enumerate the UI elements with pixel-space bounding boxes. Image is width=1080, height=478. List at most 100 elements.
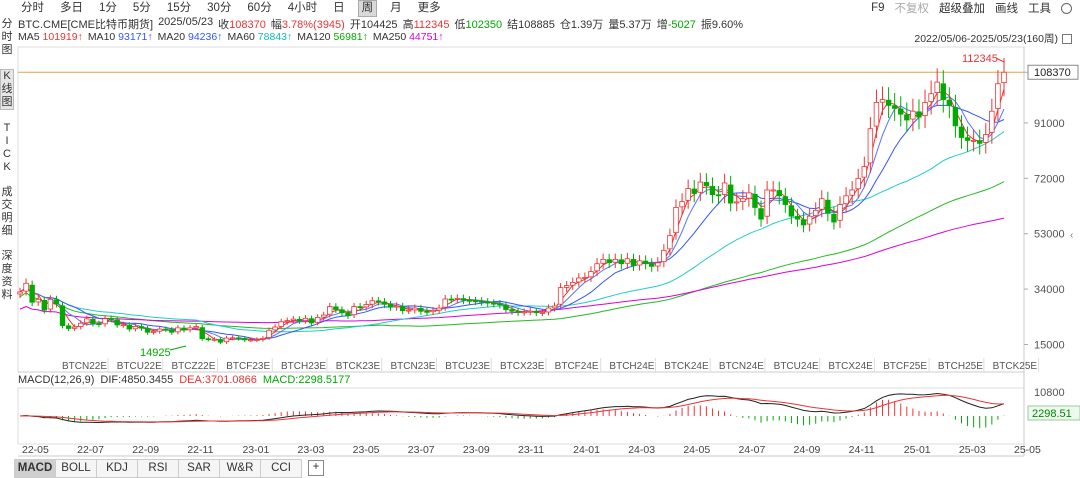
amp-label: 振	[700, 19, 712, 31]
period-tab-4[interactable]: 15分	[166, 1, 192, 14]
candle-body	[223, 337, 230, 343]
period-tab-7[interactable]: 4小时	[287, 1, 318, 14]
period-tab-0[interactable]: 分时	[21, 1, 44, 14]
contract-label: BTCF23E	[226, 361, 270, 372]
candle-body	[600, 258, 606, 264]
candle-body	[418, 307, 424, 312]
change-group: 幅3.78%(3945)	[271, 16, 345, 31]
indicator-tab-wr[interactable]: W&R	[220, 459, 261, 478]
period-tab-2[interactable]: 1分	[99, 1, 117, 14]
sidebar-item-4[interactable]: 深度资料	[1, 250, 13, 301]
candle-body	[770, 189, 776, 192]
no-restore-button[interactable]: 不复权	[894, 3, 930, 15]
candle-body	[667, 235, 673, 250]
candle-body	[806, 215, 813, 225]
candle-body	[193, 326, 199, 329]
contract-label: BTCH23E	[281, 361, 326, 372]
indicator-tab-sar[interactable]: SAR	[179, 459, 220, 478]
indicator-tab-cci[interactable]: CCI	[261, 459, 302, 478]
contract-label: BTCH25E	[938, 361, 983, 372]
candle-body	[928, 93, 934, 103]
candle-body	[800, 219, 807, 226]
open-group: 开104425	[350, 16, 398, 31]
macd-axis-label: 10800	[1034, 387, 1065, 399]
candle-body	[248, 339, 254, 342]
low-label: 低	[454, 19, 466, 31]
candle-body	[108, 318, 114, 321]
candle-body	[588, 271, 594, 278]
max-price-label: 112345	[962, 53, 998, 65]
date-label: 24-05	[683, 444, 710, 456]
period-tab-9[interactable]: 周	[357, 0, 378, 17]
sidebar-item-3[interactable]: 成交明细	[1, 186, 13, 237]
candle-body	[132, 326, 139, 330]
vol-label: 量	[608, 19, 620, 31]
candle-body	[163, 328, 169, 331]
min-price-pointer	[169, 345, 187, 351]
vol-value: 5.37万	[619, 19, 652, 31]
indicator-tab-rsi[interactable]: RSI	[138, 459, 179, 478]
ma-value: 94236↑	[187, 31, 223, 43]
contract-label: BTCK23E	[336, 361, 381, 372]
candle-body	[138, 326, 145, 329]
candle-body	[406, 309, 412, 312]
settings-gear-icon[interactable]	[1061, 2, 1072, 14]
open-value: 104425	[360, 19, 398, 31]
candle-body	[782, 196, 789, 205]
tools-button[interactable]: 工具	[1028, 3, 1051, 15]
high-label: 高	[402, 19, 414, 31]
sidebar-item-0[interactable]: 分时图	[1, 18, 13, 56]
candle-body	[545, 307, 552, 313]
date-label: 23-01	[242, 444, 269, 456]
period-tab-1[interactable]: 多日	[60, 1, 83, 14]
candle-body	[515, 310, 521, 313]
candle-body	[989, 110, 995, 133]
date-label: 23-11	[518, 444, 544, 456]
period-tab-11[interactable]: 更多	[417, 1, 441, 14]
date-label: 22-07	[77, 444, 104, 456]
quote-date: 2025/05/23	[158, 16, 214, 28]
candle-body	[983, 134, 989, 143]
add-indicator-icon[interactable]: +	[308, 460, 324, 476]
candle-body	[691, 188, 697, 194]
candle-body	[612, 258, 618, 263]
date-label: 22-11	[187, 444, 213, 456]
candle-body	[375, 300, 382, 303]
candle-body	[333, 306, 339, 310]
draw-button[interactable]: 画线	[995, 3, 1018, 15]
candle-body	[181, 327, 187, 331]
indicator-tab-macd[interactable]: MACD	[14, 459, 56, 478]
period-tab-6[interactable]: 60分	[247, 1, 272, 14]
vol-group: 量5.37万	[608, 16, 652, 31]
scroll-right-arrow-icon[interactable]: ‹	[1070, 230, 1074, 241]
indicator-tab-boll[interactable]: BOLL	[56, 459, 97, 478]
ma120-line	[19, 181, 1005, 329]
indicator-tab-kdj[interactable]: KDJ	[97, 459, 138, 478]
ma-item-ma5: MA5 101919↑	[18, 31, 83, 44]
close-group: 收108370	[218, 16, 266, 31]
candle-body	[478, 300, 485, 303]
candle-body	[661, 249, 667, 263]
candle-body	[794, 216, 801, 220]
candle-body	[187, 327, 193, 331]
candle-body	[114, 319, 120, 326]
f9-button[interactable]: F9	[871, 2, 885, 14]
candle-body	[357, 306, 363, 309]
candle-body	[29, 284, 35, 303]
overlay-button[interactable]: 超级叠加	[939, 3, 985, 15]
dif-value: 4850.3455	[121, 374, 174, 386]
period-tab-5[interactable]: 30分	[207, 1, 232, 14]
period-tab-10[interactable]: 月	[390, 1, 402, 14]
period-tab-3[interactable]: 5分	[132, 1, 151, 14]
candle-body	[266, 329, 272, 338]
low-group: 低102350	[454, 16, 502, 31]
macd-value: 2298.5177	[298, 374, 351, 386]
ma-value: 44751↑	[409, 31, 444, 43]
period-tab-8[interactable]: 日	[333, 1, 345, 14]
dea-group: DEA:3701.0866	[179, 374, 257, 386]
settle-group: 结108885	[507, 16, 555, 31]
range-toggle-icon[interactable]	[1062, 33, 1072, 44]
candle-body	[618, 259, 625, 265]
